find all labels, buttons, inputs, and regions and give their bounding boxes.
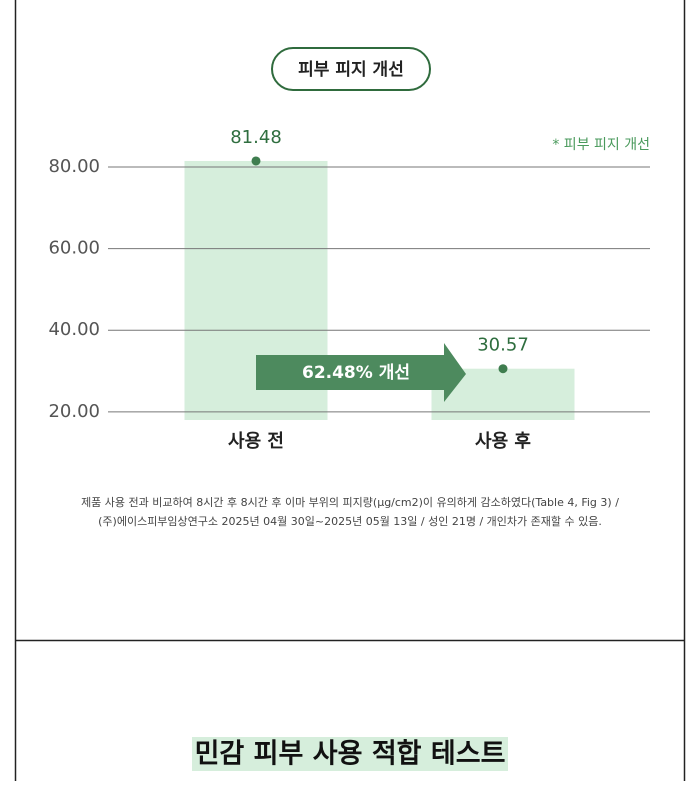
y-tick-label: 60.00 — [48, 238, 100, 259]
chart-title: 피부 피지 개선 — [298, 60, 404, 80]
footnote: 제품 사용 전과 비교하여 8시간 후 8시간 후 이마 부위의 피지량(μg/… — [81, 495, 619, 509]
footnote: (주)에이스피부임상연구소 2025년 04월 30일~2025년 05월 13… — [98, 514, 602, 528]
annotation: 62.48% 개선 — [302, 363, 410, 383]
value-dot — [498, 364, 508, 374]
title-highlight — [192, 737, 508, 771]
legend-label: * 피부 피지 개선 — [552, 137, 650, 153]
value-label: 81.48 — [230, 127, 282, 148]
x-tick-label: 사용 전 — [228, 431, 284, 452]
y-tick-label: 20.00 — [48, 401, 100, 422]
arrow — [256, 343, 466, 402]
title-pill — [271, 47, 431, 91]
y-tick-label: 80.00 — [48, 156, 100, 177]
value-label: 30.57 — [477, 335, 529, 356]
chart: 20.00 40.00 60.00 80.00 81.48 30.57 * 피부 피지 개선… — [48, 127, 650, 452]
y-tick-label: 40.00 — [48, 319, 100, 340]
value-dot — [251, 156, 261, 166]
x-tick-label: 사용 후 — [475, 431, 531, 452]
section-title: 민감 피부 사용 적합 테스트 — [195, 739, 506, 770]
